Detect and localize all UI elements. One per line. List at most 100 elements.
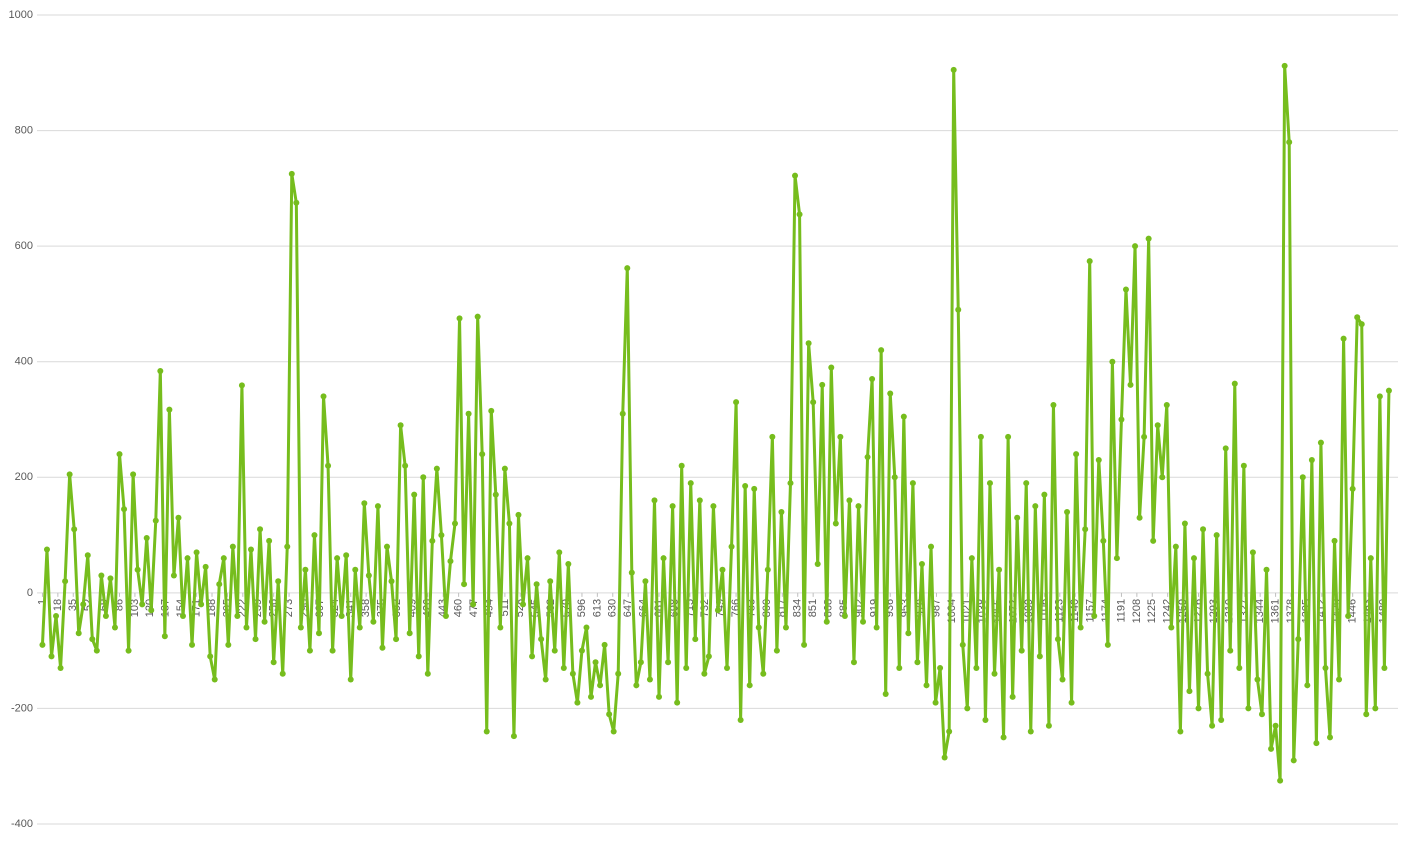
data-point <box>1054 636 1061 643</box>
x-tick-label: 630 <box>607 599 619 617</box>
data-point <box>442 612 449 619</box>
data-point <box>1032 503 1039 510</box>
data-point <box>823 618 830 625</box>
data-point <box>148 607 155 614</box>
data-point <box>329 647 336 654</box>
data-point <box>1376 393 1383 400</box>
data-point <box>479 451 486 458</box>
data-point <box>923 682 930 689</box>
data-point <box>1336 676 1343 683</box>
data-point <box>637 659 644 666</box>
data-point <box>1168 624 1175 631</box>
x-tick-label: 1208 <box>1131 599 1143 623</box>
data-point <box>71 526 78 533</box>
data-point <box>1299 474 1306 481</box>
data-point <box>964 705 971 712</box>
data-point <box>1326 734 1333 741</box>
data-point <box>773 647 780 654</box>
data-point <box>1073 451 1080 458</box>
data-point <box>501 465 508 472</box>
data-point <box>1349 485 1356 492</box>
data-point <box>841 612 848 619</box>
data-point <box>746 682 753 689</box>
data-point <box>551 647 558 654</box>
data-point <box>950 66 957 73</box>
data-point <box>1290 757 1297 764</box>
data-point <box>1345 612 1352 619</box>
data-point <box>787 480 794 487</box>
data-point <box>1041 491 1048 498</box>
data-point <box>719 566 726 573</box>
data-point <box>488 407 495 414</box>
x-tick-label: 358 <box>360 599 372 617</box>
data-point <box>497 624 504 631</box>
data-point <box>157 367 164 374</box>
data-point <box>1340 335 1347 342</box>
y-tick-label: -200 <box>11 702 33 714</box>
data-point <box>306 647 313 654</box>
data-point <box>347 676 354 683</box>
data-point <box>1385 387 1392 394</box>
data-point <box>1100 537 1107 544</box>
data-point <box>198 601 205 608</box>
data-point <box>1354 314 1361 321</box>
data-point <box>1036 653 1043 660</box>
data-point <box>393 636 400 643</box>
y-tick-label: 200 <box>15 471 33 483</box>
data-point <box>1304 682 1311 689</box>
data-point <box>1200 526 1207 533</box>
data-point <box>57 664 64 671</box>
data-point <box>383 543 390 550</box>
data-point <box>1268 745 1275 752</box>
data-point <box>1372 705 1379 712</box>
data-point <box>1258 711 1265 718</box>
data-point <box>946 728 953 735</box>
data-point <box>710 503 717 510</box>
data-point <box>855 503 862 510</box>
data-point <box>696 497 703 504</box>
data-point <box>365 572 372 579</box>
data-point <box>1249 549 1256 556</box>
data-point <box>220 555 227 562</box>
data-point <box>578 647 585 654</box>
data-point <box>1227 647 1234 654</box>
data-point <box>1091 612 1098 619</box>
data-point <box>850 659 857 666</box>
data-point <box>832 520 839 527</box>
data-point <box>238 382 245 389</box>
data-point <box>297 624 304 631</box>
data-point <box>547 578 554 585</box>
data-point <box>1141 433 1148 440</box>
data-point <box>1113 555 1120 562</box>
data-point <box>492 491 499 498</box>
data-point <box>447 558 454 565</box>
data-point <box>937 664 944 671</box>
data-point <box>216 581 223 588</box>
data-point <box>415 653 422 660</box>
data-point <box>179 612 186 619</box>
data-point <box>1014 514 1021 521</box>
data-point <box>388 578 395 585</box>
x-tick-label: 1191 <box>1115 599 1127 623</box>
data-point <box>1286 139 1293 146</box>
data-point <box>968 555 975 562</box>
data-point <box>107 575 114 582</box>
data-point <box>941 754 948 761</box>
data-point <box>1254 676 1261 683</box>
data-point <box>792 172 799 179</box>
x-tick-label: 851 <box>807 599 819 617</box>
x-tick-label: 1004 <box>946 599 958 623</box>
data-point <box>53 612 60 619</box>
data-point <box>98 572 105 579</box>
data-point <box>860 618 867 625</box>
data-point <box>1145 235 1152 242</box>
data-point <box>986 480 993 487</box>
data-point <box>982 716 989 723</box>
data-point <box>1077 624 1084 631</box>
data-point <box>959 641 966 648</box>
data-point <box>538 636 545 643</box>
data-point <box>334 555 341 562</box>
data-point <box>669 503 676 510</box>
data-point <box>878 347 885 354</box>
